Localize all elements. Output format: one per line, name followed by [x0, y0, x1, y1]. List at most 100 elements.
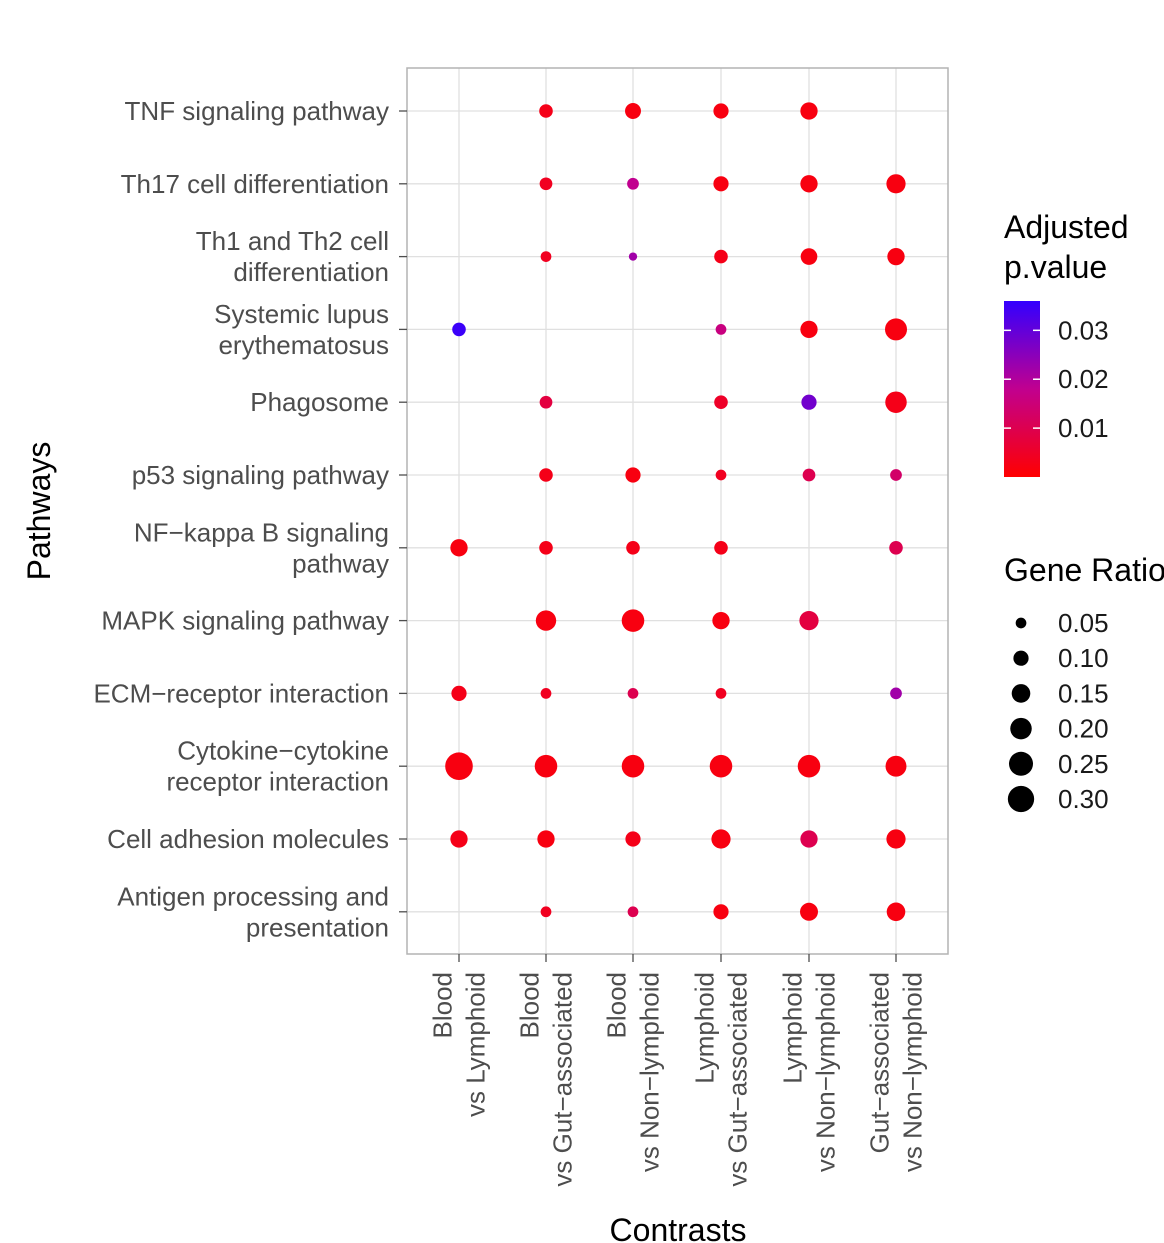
size-legend-key	[1011, 684, 1031, 703]
size-legend-label: 0.10	[1058, 643, 1109, 673]
data-point	[625, 831, 641, 847]
data-point	[715, 469, 727, 481]
size-legend-label: 0.25	[1058, 749, 1109, 779]
y-tick-label: Cell adhesion molecules	[107, 824, 389, 854]
data-point	[625, 103, 641, 119]
y-tick-label: Cytokine−cytokine receptor interaction	[166, 736, 389, 797]
data-point	[886, 829, 906, 849]
data-point	[889, 541, 903, 555]
size-legend-label: 0.05	[1058, 608, 1109, 638]
data-points	[445, 102, 908, 922]
size-legend-key	[1007, 785, 1035, 813]
y-tick-label: TNF signaling pathway	[125, 96, 389, 126]
y-tick-label: Th1 and Th2 cell differentiation	[196, 226, 389, 287]
data-point	[714, 249, 728, 264]
data-point	[539, 395, 553, 409]
data-point	[628, 252, 638, 261]
grid-lines	[407, 68, 948, 954]
y-tick-label: Antigen processing and presentation	[117, 881, 389, 942]
color-legend-label: 0.01	[1058, 413, 1109, 443]
data-point	[800, 830, 818, 848]
y-tick-label: NF−kappa B signaling pathway	[134, 517, 389, 578]
data-point	[445, 752, 473, 780]
data-point	[452, 322, 466, 337]
data-point	[539, 468, 553, 482]
size-legend-title: Gene Ratio	[1004, 552, 1164, 588]
data-point	[627, 688, 639, 699]
color-legend-ticks: 0.01 0.02 0.03	[1004, 315, 1109, 443]
plot-panel-border	[406, 67, 949, 955]
data-point	[711, 829, 731, 849]
y-tick-label: Phagosome	[250, 387, 389, 417]
data-point	[621, 754, 645, 778]
size-legend-items: 0.05 0.10 0.15 0.20 0.25 0.30	[1007, 608, 1109, 814]
y-tick-label: p53 signaling pathway	[132, 460, 389, 490]
data-point	[450, 830, 468, 848]
data-point	[801, 394, 817, 410]
data-point	[540, 906, 552, 918]
data-point	[625, 467, 641, 483]
data-point	[539, 541, 553, 555]
data-point	[886, 902, 906, 922]
y-tick-label: MAPK signaling pathway	[101, 606, 389, 636]
data-point	[714, 541, 728, 555]
data-point	[535, 610, 557, 631]
size-legend-key	[1010, 717, 1032, 740]
data-point	[884, 318, 908, 341]
y-axis-ticks: TNF signaling pathway Th17 cell different…	[93, 96, 407, 942]
data-point	[802, 468, 816, 482]
data-point	[885, 755, 907, 777]
data-point	[709, 754, 733, 778]
data-point	[714, 395, 728, 409]
data-point	[797, 754, 821, 778]
data-point	[450, 539, 468, 557]
data-point	[800, 248, 818, 265]
size-legend-label: 0.15	[1058, 678, 1109, 708]
x-tick-label: Lymphoid vs Gut−associated	[690, 972, 753, 1187]
x-tick-label: Gut−associated vs Non−lymphoid	[865, 972, 928, 1172]
x-axis-title: Contrasts	[610, 1212, 747, 1243]
size-legend-key	[1013, 650, 1029, 666]
y-tick-label: Systemic lupus erythematosus	[214, 299, 389, 360]
data-point	[713, 103, 729, 119]
data-point	[886, 174, 906, 194]
data-point	[627, 906, 639, 918]
data-point	[885, 391, 907, 413]
color-legend-bar	[1004, 301, 1040, 477]
x-tick-label: Blood vs Lymphoid	[428, 972, 491, 1117]
data-point	[715, 688, 727, 699]
data-point	[800, 102, 818, 120]
data-point	[887, 247, 905, 266]
data-point	[627, 177, 639, 190]
data-point	[799, 610, 819, 631]
data-point	[534, 754, 558, 778]
data-point	[715, 324, 727, 335]
data-point	[539, 104, 553, 118]
color-legend: Adjusted p.value 0.01 0.02 0.03	[1004, 209, 1129, 477]
color-legend-label: 0.03	[1058, 315, 1109, 345]
data-point	[539, 177, 553, 191]
data-point	[890, 469, 902, 481]
size-legend-key	[1008, 751, 1034, 776]
data-point	[890, 687, 902, 700]
x-axis-ticks: Blood vs Lymphoid Blood vs Gut−associated Bl…	[428, 954, 928, 1187]
x-tick-label: Blood vs Gut−associated	[515, 972, 578, 1187]
data-point	[540, 688, 552, 699]
data-point	[800, 902, 818, 921]
data-point	[713, 904, 729, 920]
data-point	[451, 685, 467, 702]
size-legend-label: 0.30	[1058, 784, 1109, 814]
x-tick-label: Lymphoid vs Non−lymphoid	[778, 972, 841, 1172]
data-point	[713, 176, 729, 192]
y-tick-label: Th17 cell differentiation	[121, 169, 389, 199]
data-point	[537, 830, 555, 848]
x-tick-label: Blood vs Non−lymphoid	[602, 972, 665, 1172]
color-legend-label: 0.02	[1058, 364, 1109, 394]
data-point	[800, 320, 818, 339]
size-legend: Gene Ratio 0.05 0.10 0.15 0.20 0.25 0.30	[1004, 552, 1164, 814]
data-point	[540, 251, 552, 262]
size-legend-label: 0.20	[1058, 714, 1109, 744]
size-legend-key	[1015, 617, 1027, 629]
data-point	[621, 609, 645, 632]
